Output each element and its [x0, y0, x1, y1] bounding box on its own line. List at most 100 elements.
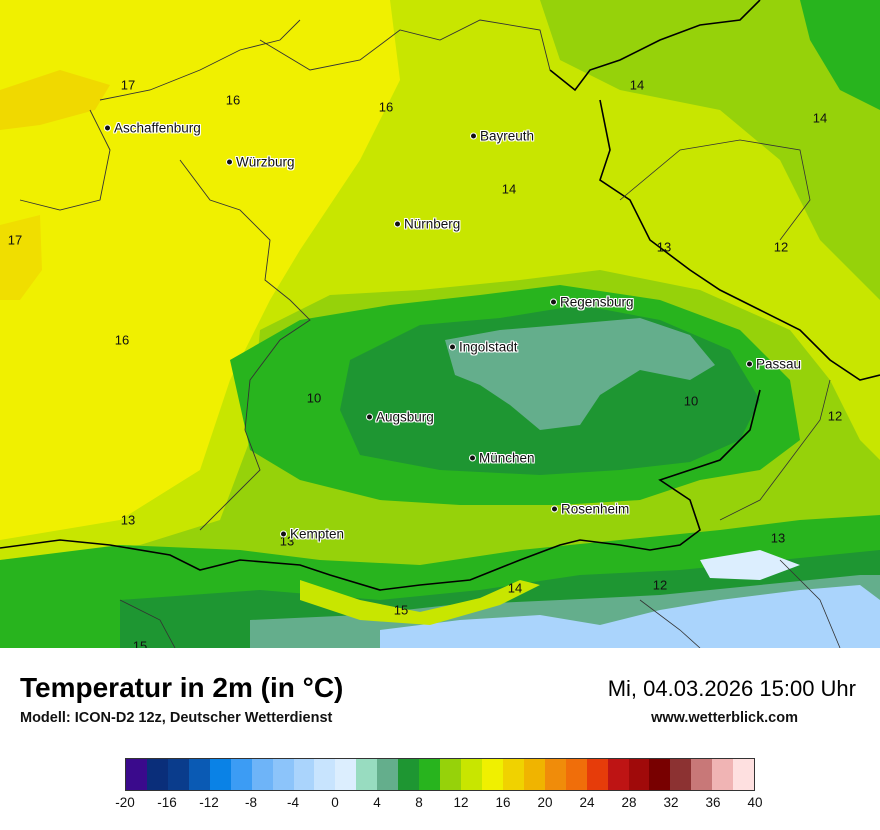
map-footer: Temperatur in 2m (in °C) Modell: ICON-D2…	[0, 648, 880, 830]
legend-tick-label: -12	[199, 795, 219, 810]
city-marker[interactable]: Augsburg	[366, 410, 434, 425]
field-alps-valley	[300, 580, 540, 625]
city-dot-icon	[280, 530, 287, 538]
legend-swatch	[167, 759, 189, 790]
city-label: Bayreuth	[480, 128, 535, 144]
city-dot-icon	[449, 343, 456, 351]
city-label: Kempten	[290, 526, 345, 542]
model-subtitle: Modell: ICON-D2 12z, Deutscher Wetterdie…	[20, 710, 333, 726]
forecast-datetime: Mi, 04.03.2026 15:00 Uhr	[607, 676, 856, 701]
temperature-value: 15	[393, 602, 409, 618]
legend-swatch	[272, 759, 294, 790]
field-warm-nw	[0, 70, 110, 130]
temperature-value: 12	[827, 408, 843, 424]
legend-tick-label: 20	[537, 795, 553, 810]
field-alps-snow2	[700, 550, 800, 580]
legend-tick-label: 40	[747, 795, 763, 810]
legend-swatch	[523, 759, 545, 790]
field-alps-snow	[380, 585, 880, 648]
temperature-value: 14	[629, 77, 645, 93]
legend-tick-label: 8	[415, 795, 423, 810]
border-austria	[0, 389, 761, 591]
temperature-value: 13	[120, 512, 136, 528]
border-districts	[119, 139, 841, 648]
field-green-ne	[800, 0, 880, 110]
city-dot-icon	[469, 454, 476, 462]
legend-tick-label: 24	[579, 795, 595, 810]
city-label: Nürnberg	[404, 216, 461, 232]
temperature-value: 15	[132, 638, 148, 649]
color-legend	[125, 758, 755, 791]
legend-tick-label: 12	[453, 795, 469, 810]
legend-swatch	[377, 759, 399, 790]
temperature-field	[0, 0, 880, 648]
legend-ticks: -20 -16 -12 -8 -4 0 4 8 12 16 20 24 28 32 36 40	[115, 795, 762, 815]
field-lightgreen-ne	[540, 0, 880, 300]
temperature-value: 17	[120, 77, 136, 93]
legend-tick-label: -4	[286, 795, 300, 810]
city-dot-icon	[551, 505, 558, 513]
city-marker[interactable]: Würzburg	[226, 155, 295, 170]
temperature-value: 12	[652, 577, 668, 593]
temperature-value: 14	[501, 181, 517, 197]
city-dot-icon	[470, 132, 477, 140]
legend-swatch	[586, 759, 608, 790]
city-label: Ingolstadt	[459, 339, 518, 355]
city-dot-icon	[104, 124, 111, 132]
legend-tick-label: 28	[621, 795, 637, 810]
temperature-value: 17	[7, 232, 23, 248]
temperature-value: 14	[507, 580, 523, 596]
legend-swatch	[565, 759, 587, 790]
legend-swatch	[691, 759, 713, 790]
legend-swatch	[293, 759, 315, 790]
city-dot-icon	[366, 413, 373, 421]
temperature-value: 16	[114, 332, 130, 348]
city-dot-icon	[550, 298, 557, 306]
city-label: Augsburg	[376, 409, 434, 425]
legend-swatch	[440, 759, 461, 790]
legend-swatch	[733, 759, 755, 790]
legend-swatch	[209, 759, 231, 790]
legend-tick-label: -8	[244, 795, 258, 810]
border-germany-czech	[549, 0, 880, 381]
legend-swatch	[230, 759, 252, 790]
legend-tick-label: 32	[663, 795, 679, 810]
city-marker[interactable]: Aschaffenburg	[104, 121, 201, 136]
legend-swatch	[356, 759, 378, 790]
city-marker[interactable]: München	[469, 451, 535, 466]
city-marker[interactable]: Bayreuth	[470, 129, 534, 144]
website-link[interactable]: www.wetterblick.com	[651, 710, 798, 726]
legend-swatch	[146, 759, 168, 790]
city-marker[interactable]: Passau	[746, 357, 801, 372]
legend-tick-label: -16	[157, 795, 177, 810]
legend-tick-label: 4	[373, 795, 381, 810]
city-marker[interactable]: Kempten	[280, 527, 344, 542]
legend-swatch	[335, 759, 357, 790]
legend-swatch	[670, 759, 692, 790]
city-label: Aschaffenburg	[114, 120, 201, 136]
legend-swatch	[126, 759, 147, 790]
temperature-value: 13	[656, 239, 672, 255]
map-title: Temperatur in 2m (in °C)	[20, 672, 344, 703]
city-label: München	[479, 450, 535, 466]
city-marker[interactable]: Nürnberg	[394, 217, 460, 232]
legend-swatch	[628, 759, 650, 790]
legend-swatch	[419, 759, 441, 790]
legend-swatch	[398, 759, 420, 790]
legend-swatch	[481, 759, 503, 790]
temperature-value: 16	[225, 92, 241, 108]
temperature-map[interactable]: 17 16 16 14 14 14 17 13 12 16 10 10 12 13 13 13 14 12 15 15…	[0, 0, 880, 648]
city-label: Passau	[756, 356, 802, 372]
city-marker[interactable]: Ingolstadt	[449, 340, 518, 355]
legend-swatch	[712, 759, 734, 790]
legend-swatch	[607, 759, 629, 790]
city-label: Regensburg	[560, 294, 634, 310]
field-coldcore	[445, 318, 715, 430]
city-marker[interactable]: Regensburg	[550, 295, 634, 310]
legend-tick-label: 0	[331, 795, 339, 810]
temperature-value: 13	[770, 530, 786, 546]
city-marker[interactable]: Rosenheim	[551, 502, 629, 517]
city-dot-icon	[746, 360, 753, 368]
legend-swatch	[649, 759, 671, 790]
city-label: Würzburg	[236, 154, 295, 170]
